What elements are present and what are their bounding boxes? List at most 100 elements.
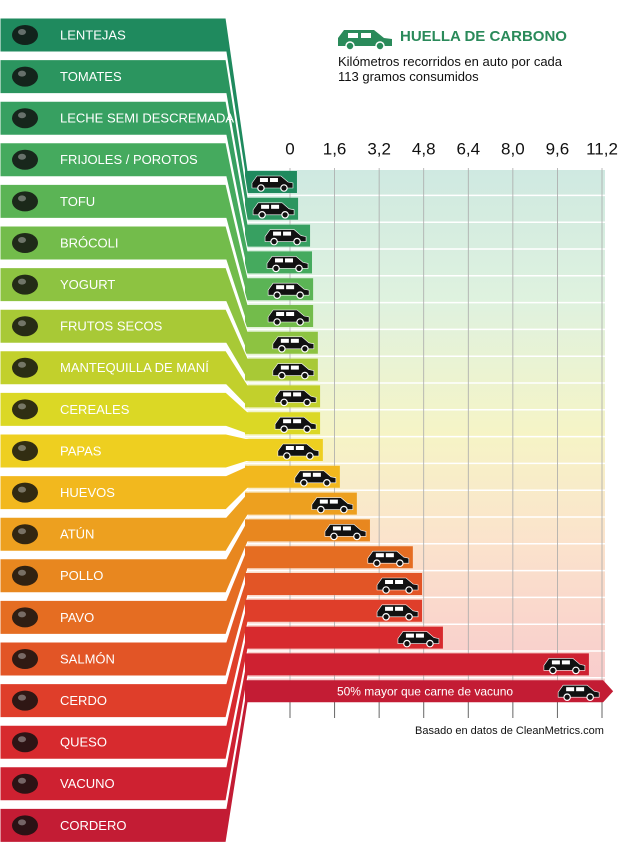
- food-icon-highlight: [18, 528, 26, 535]
- car-window: [285, 258, 294, 263]
- car-wheel: [273, 291, 281, 300]
- food-icon: [12, 149, 38, 170]
- car-window: [395, 606, 404, 611]
- food-icon: [12, 233, 38, 253]
- car-window: [561, 660, 570, 665]
- car-wheel: [403, 639, 411, 648]
- food-icon: [12, 649, 38, 669]
- food-icon: [12, 108, 38, 129]
- food-icon: [12, 316, 38, 337]
- car-wheel: [278, 344, 286, 353]
- car-wheel: [270, 237, 278, 246]
- food-icon: [12, 565, 38, 586]
- x-tick-label: 8,0: [501, 139, 525, 158]
- car-window: [261, 204, 270, 209]
- category-label: TOMATES: [60, 69, 122, 84]
- car-window: [271, 204, 280, 209]
- car-window: [395, 580, 404, 584]
- car-wheel: [301, 344, 309, 353]
- car-wheel: [549, 666, 557, 675]
- food-icon: [12, 357, 38, 378]
- car-wheel: [323, 478, 331, 487]
- car-wheel: [373, 559, 381, 568]
- car-wheel: [273, 318, 281, 326]
- car-wheel: [405, 612, 413, 621]
- food-icon: [12, 524, 38, 545]
- car-wheel: [300, 478, 308, 487]
- food-icon: [12, 399, 38, 420]
- food-icon-highlight: [18, 819, 26, 826]
- category-label: POLLO: [60, 568, 103, 583]
- food-icon-highlight: [18, 112, 26, 119]
- car-wheel: [330, 532, 338, 541]
- car-icon: [397, 631, 440, 648]
- car-window: [385, 580, 394, 584]
- category-label: VACUNO: [60, 776, 115, 791]
- x-tick-label: 11,2: [586, 139, 618, 158]
- car-window: [405, 633, 414, 638]
- car-window: [385, 553, 394, 558]
- car-wheel: [280, 184, 288, 192]
- category-label: HUEVOS: [60, 485, 115, 500]
- car-icon: [267, 282, 310, 300]
- category-label: QUESO: [60, 735, 107, 750]
- category-label: YOGURT: [60, 277, 115, 292]
- category-label: PAVO: [60, 610, 94, 625]
- category-label: FRIJOLES / POROTOS: [60, 152, 198, 167]
- category-label: LECHE SEMI DESCREMADA: [60, 111, 234, 126]
- car-window: [329, 499, 338, 504]
- car-icon: [252, 202, 295, 219]
- car-icon: [367, 550, 410, 568]
- category-label: CERDO: [60, 693, 107, 708]
- header: HUELLA DE CARBONO Kilómetros recorridos …: [338, 26, 568, 84]
- category-label: ATÚN: [60, 527, 94, 542]
- category-label: PAPAS: [60, 443, 102, 458]
- car-wheel: [296, 318, 304, 326]
- car-window: [576, 687, 585, 692]
- car-window: [295, 446, 304, 450]
- food-icon-highlight: [18, 278, 26, 285]
- car-window: [280, 338, 289, 343]
- category-label: CORDERO: [60, 818, 126, 833]
- food-icon: [12, 25, 38, 45]
- car-wheel: [283, 452, 291, 460]
- car-window: [415, 633, 424, 638]
- car-wheel: [340, 505, 348, 514]
- x-tick-label: 3,2: [367, 139, 391, 158]
- car-window: [319, 499, 328, 504]
- car-window: [375, 553, 384, 558]
- food-icon: [12, 66, 38, 87]
- food-icon-highlight: [18, 153, 26, 160]
- car-wheel: [280, 425, 288, 434]
- food-icon-highlight: [18, 653, 26, 659]
- car-window: [285, 446, 294, 450]
- category-label: SALMÓN: [60, 651, 115, 666]
- car-icon: [376, 604, 419, 621]
- car-wheel: [382, 586, 390, 594]
- car-icon: [264, 229, 307, 246]
- x-tick-label: 0: [285, 139, 294, 158]
- food-icon: [12, 607, 38, 628]
- food-icon: [12, 815, 38, 836]
- car-window: [283, 392, 292, 397]
- car-wheel: [293, 237, 301, 246]
- car-icon: [266, 256, 309, 273]
- car-window: [280, 365, 289, 370]
- chart-title: HUELLA DE CARBONO: [400, 28, 567, 45]
- car-icon: [311, 497, 354, 514]
- food-icon-highlight: [18, 361, 26, 368]
- car-wheel: [258, 211, 266, 219]
- food-icon: [12, 274, 38, 295]
- x-tick-label: 6,4: [456, 139, 480, 158]
- x-tick-label: 4,8: [412, 139, 436, 158]
- car-icon: [543, 658, 586, 675]
- food-icon-highlight: [18, 320, 26, 327]
- car-window: [286, 312, 295, 316]
- chart-subtitle: Kilómetros recorridos en auto por cada 1…: [338, 54, 563, 84]
- car-wheel: [296, 291, 304, 300]
- food-icon: [12, 482, 38, 503]
- food-icon-highlight: [18, 777, 26, 784]
- car-wheel: [303, 425, 311, 434]
- bar: [245, 653, 589, 676]
